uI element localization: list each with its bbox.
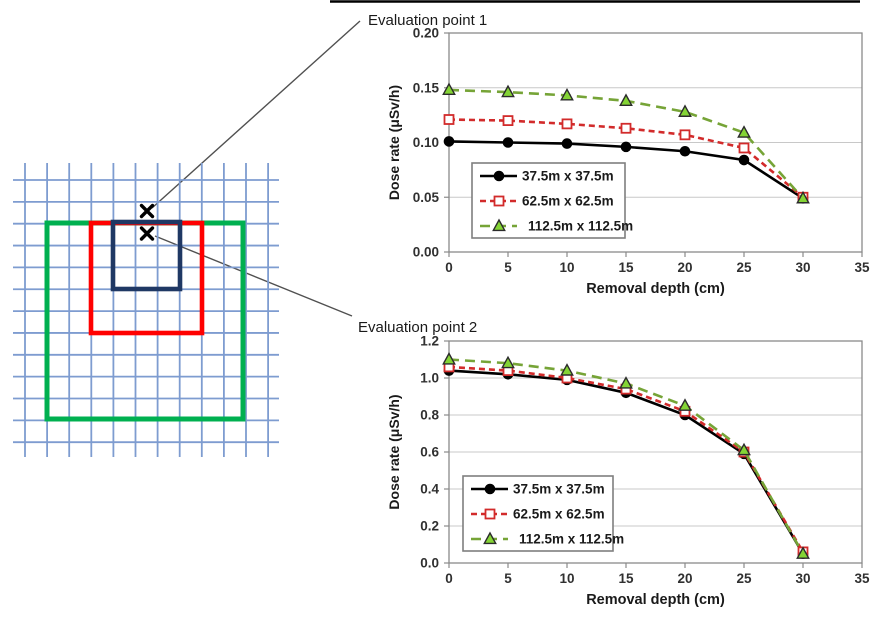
y-tick-label: 0.8 — [420, 408, 439, 423]
data-point-marker — [620, 122, 632, 134]
legend-label: 62.5m x 62.5m — [522, 194, 614, 209]
area-square-112-5m — [44, 220, 246, 422]
x-tick-label: 15 — [618, 260, 634, 275]
legend-marker — [484, 508, 496, 520]
y-tick-label: 0.20 — [413, 26, 439, 41]
data-point-marker — [738, 154, 750, 166]
site-grid-diagram — [13, 163, 279, 457]
x-tick-label: 30 — [795, 571, 810, 586]
data-point-marker — [442, 82, 456, 96]
evaluation-point-2-marker — [139, 226, 155, 241]
x-tick-label: 20 — [677, 260, 692, 275]
y-tick-label: 0.6 — [420, 445, 439, 460]
data-point-marker — [501, 355, 515, 369]
data-point-marker — [443, 114, 455, 125]
evaluation-point-1-marker — [139, 203, 155, 219]
evaluation-point-2-label: Evaluation point 2 — [358, 319, 477, 336]
legend-marker — [493, 195, 505, 207]
data-point-marker — [796, 546, 810, 559]
data-point-marker — [620, 141, 632, 153]
data-point-marker — [619, 93, 633, 106]
callout-line-2 — [154, 235, 353, 317]
chart-evaluation-point-2: 0 5 10 15 20 25 30 35 0.0 0.2 0.4 0.6 0.8 1.0 1.2 Remov… — [386, 334, 870, 609]
chart-evaluation-point-1: 0 5 10 15 20 25 30 35 0.00 0.05 0.10 0.15 0.20 Remova… — [386, 26, 870, 298]
y-tick-label: 0.00 — [413, 245, 439, 260]
y-tick-label: 0.2 — [420, 519, 439, 534]
x-tick-label: 20 — [677, 571, 692, 586]
data-point-marker — [679, 145, 691, 157]
data-point-marker — [679, 129, 691, 141]
legend-label: 112.5m x 112.5m — [528, 219, 633, 234]
area-square-62-5m — [88, 220, 205, 336]
data-point-marker — [502, 137, 514, 148]
data-point-marker — [796, 190, 810, 204]
x-tick-label: 5 — [504, 260, 512, 275]
legend-label: 37.5m x 37.5m — [513, 482, 605, 497]
x-axis-title: Removal depth (cm) — [586, 281, 725, 297]
legend-marker — [493, 170, 505, 182]
legend-marker — [483, 531, 497, 545]
legend-label: 112.5m x 112.5m — [519, 532, 624, 547]
data-point-marker — [678, 398, 692, 411]
callout-line-1 — [151, 20, 361, 209]
mesh-grid — [13, 163, 279, 457]
data-point-marker — [737, 442, 751, 456]
y-tick-label: 0.05 — [413, 190, 440, 205]
y-axis-title: Dose rate (μSv/h) — [386, 85, 402, 200]
x-tick-label: 35 — [854, 260, 870, 275]
data-point-marker — [560, 363, 574, 376]
data-point-marker — [678, 104, 692, 117]
x-tick-label: 30 — [795, 260, 810, 275]
area-square-37-5m — [110, 219, 183, 292]
y-tick-label: 0.15 — [413, 80, 440, 95]
y-tick-label: 1.0 — [420, 371, 439, 386]
data-point-marker — [502, 115, 514, 126]
x-axis-title: Removal depth (cm) — [586, 592, 725, 608]
legend-label: 37.5m x 37.5m — [522, 169, 614, 184]
data-point-marker — [443, 136, 455, 147]
x-tick-label: 0 — [445, 260, 453, 275]
x-tick-label: 0 — [445, 571, 453, 586]
legend-marker — [484, 483, 496, 495]
x-tick-label: 5 — [504, 571, 512, 586]
x-tick-label: 15 — [618, 571, 634, 586]
y-tick-label: 1.2 — [420, 334, 439, 349]
x-tick-label: 25 — [736, 571, 752, 586]
legend-label: 62.5m x 62.5m — [513, 507, 605, 522]
y-tick-label: 0.4 — [420, 482, 439, 497]
data-point-marker — [737, 125, 751, 138]
x-tick-label: 25 — [736, 260, 752, 275]
data-point-marker — [561, 118, 573, 130]
x-tick-label: 35 — [854, 571, 870, 586]
y-axis-title: Dose rate (μSv/h) — [386, 394, 402, 509]
y-tick-label: 0.10 — [413, 135, 439, 150]
x-tick-label: 10 — [559, 260, 574, 275]
data-point-marker — [501, 84, 515, 98]
evaluation-point-1-label: Evaluation point 1 — [368, 12, 487, 29]
y-tick-label: 0.0 — [420, 556, 439, 571]
data-point-marker — [560, 87, 574, 101]
x-tick-label: 10 — [559, 571, 574, 586]
data-point-marker — [619, 376, 633, 389]
data-point-marker — [738, 142, 750, 154]
data-point-marker — [442, 352, 456, 365]
legend-marker — [492, 218, 506, 232]
data-point-marker — [561, 138, 573, 149]
